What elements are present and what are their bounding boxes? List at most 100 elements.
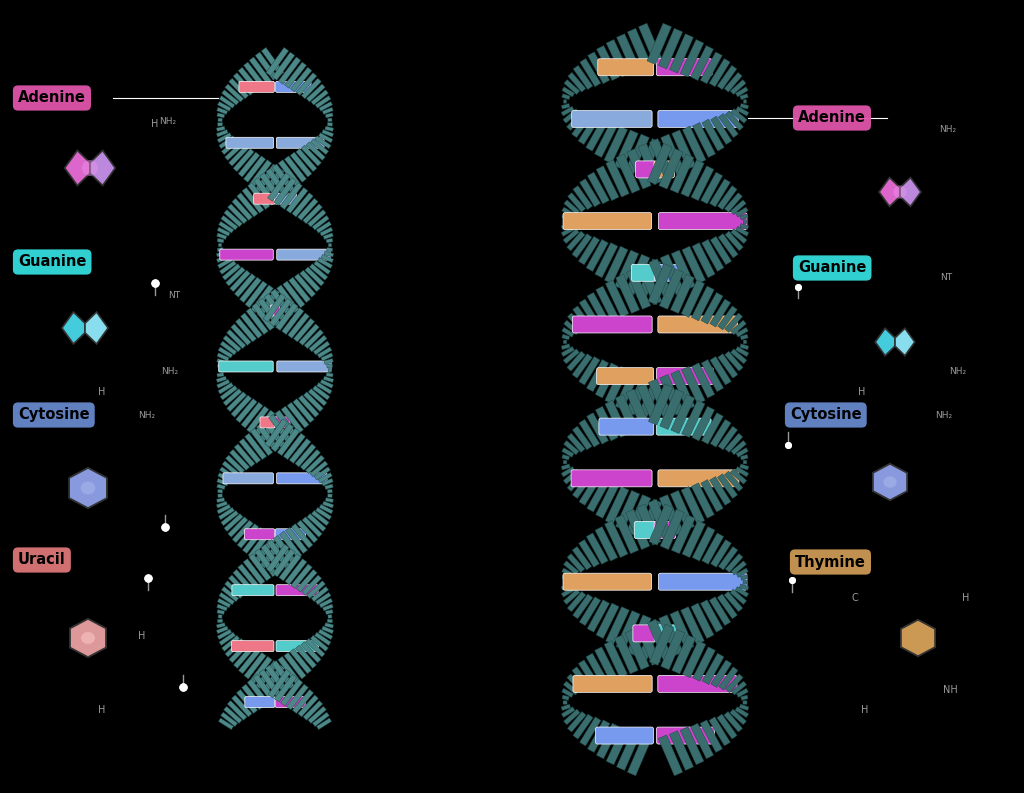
Polygon shape [725,554,743,573]
Polygon shape [562,575,569,580]
Polygon shape [216,129,228,137]
Polygon shape [319,228,333,236]
Polygon shape [326,610,333,615]
Polygon shape [735,87,749,97]
Polygon shape [329,243,332,247]
FancyBboxPatch shape [633,625,655,642]
Polygon shape [265,419,288,447]
Polygon shape [627,269,650,309]
Polygon shape [563,580,567,584]
Polygon shape [256,423,279,451]
Polygon shape [294,274,315,297]
Polygon shape [563,349,580,364]
Text: Adenine: Adenine [18,90,86,105]
Polygon shape [306,638,325,657]
Polygon shape [267,539,290,568]
Polygon shape [221,139,240,155]
Polygon shape [249,159,271,187]
Polygon shape [245,433,266,460]
Polygon shape [739,464,749,470]
Polygon shape [711,539,731,567]
Polygon shape [691,166,714,201]
Polygon shape [682,641,706,678]
Polygon shape [562,87,574,97]
Polygon shape [321,379,333,389]
Polygon shape [671,250,695,289]
Polygon shape [638,144,663,185]
Polygon shape [287,402,309,428]
Polygon shape [580,596,601,626]
Polygon shape [561,106,574,116]
Polygon shape [573,65,593,90]
Polygon shape [315,592,331,605]
Polygon shape [730,200,746,215]
Polygon shape [595,647,617,681]
Polygon shape [271,423,294,451]
Polygon shape [221,216,238,230]
Polygon shape [743,100,746,103]
Polygon shape [298,695,318,717]
Polygon shape [217,102,231,111]
Polygon shape [300,270,321,292]
Polygon shape [255,164,278,192]
Polygon shape [740,454,749,460]
Text: Guanine: Guanine [798,260,866,275]
Polygon shape [616,611,640,650]
Polygon shape [724,193,742,213]
Polygon shape [719,546,738,570]
Polygon shape [233,646,255,668]
Polygon shape [690,45,714,81]
Polygon shape [670,611,694,650]
Polygon shape [717,714,737,739]
Polygon shape [563,589,580,604]
Polygon shape [309,335,327,352]
Polygon shape [615,490,640,530]
Polygon shape [217,629,231,639]
FancyBboxPatch shape [634,522,656,538]
FancyBboxPatch shape [220,249,273,260]
FancyBboxPatch shape [654,264,679,282]
Polygon shape [637,504,662,546]
Polygon shape [710,299,731,327]
Polygon shape [240,278,261,303]
Text: NH₂: NH₂ [939,125,956,135]
Polygon shape [314,467,331,480]
Polygon shape [626,509,650,550]
Polygon shape [270,289,293,317]
Polygon shape [562,214,570,220]
Polygon shape [614,130,638,169]
Polygon shape [290,152,312,177]
Polygon shape [216,376,226,382]
Polygon shape [292,193,313,217]
Polygon shape [284,653,306,679]
Polygon shape [587,600,609,632]
Polygon shape [319,598,333,607]
Polygon shape [217,604,227,611]
Polygon shape [290,649,311,674]
Polygon shape [572,426,592,450]
Polygon shape [736,688,749,698]
Polygon shape [604,126,628,163]
Polygon shape [567,711,586,732]
FancyBboxPatch shape [596,727,653,744]
Polygon shape [567,433,585,453]
FancyBboxPatch shape [231,641,274,652]
Polygon shape [587,293,609,324]
Ellipse shape [893,186,906,199]
FancyBboxPatch shape [275,82,311,92]
Polygon shape [670,730,693,771]
Polygon shape [658,148,683,189]
Polygon shape [648,379,673,420]
Polygon shape [250,428,272,456]
Polygon shape [731,228,746,243]
Text: Cytosine: Cytosine [790,408,861,423]
Polygon shape [604,246,628,284]
Polygon shape [234,274,256,297]
Polygon shape [250,657,272,684]
Polygon shape [231,395,252,417]
Polygon shape [229,270,250,292]
Polygon shape [700,172,723,204]
Polygon shape [735,347,749,357]
Polygon shape [228,575,248,596]
Polygon shape [293,399,314,423]
